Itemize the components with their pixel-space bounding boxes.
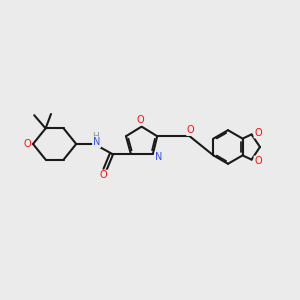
- Text: O: O: [100, 170, 108, 181]
- Text: N: N: [155, 152, 163, 162]
- Text: O: O: [254, 128, 262, 138]
- Text: H: H: [92, 132, 99, 141]
- Text: N: N: [93, 137, 100, 147]
- Text: O: O: [254, 156, 262, 167]
- Text: O: O: [136, 115, 144, 125]
- Text: O: O: [23, 139, 31, 149]
- Text: O: O: [187, 125, 195, 135]
